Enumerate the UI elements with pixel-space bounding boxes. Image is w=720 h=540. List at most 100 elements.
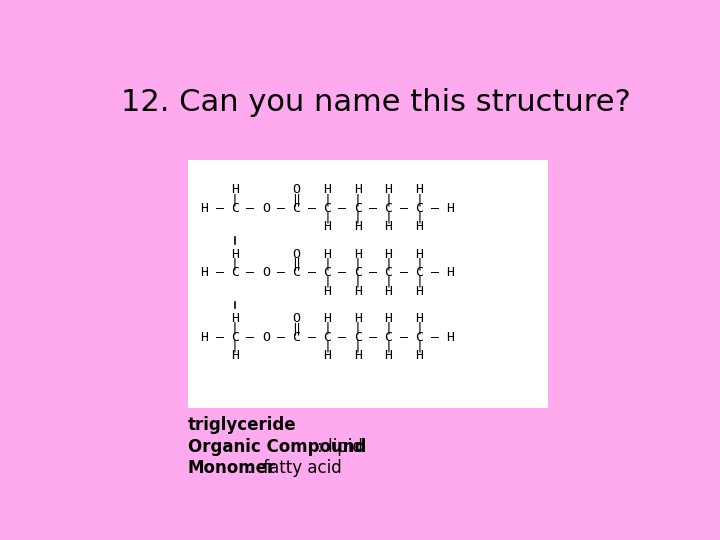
- Text: —: —: [400, 202, 408, 215]
- Text: —: —: [277, 266, 285, 279]
- Text: |: |: [415, 193, 423, 206]
- Text: H: H: [323, 184, 331, 197]
- Text: |: |: [354, 193, 362, 206]
- Text: H: H: [231, 349, 239, 362]
- Text: C: C: [415, 202, 423, 215]
- Text: H: H: [323, 248, 331, 261]
- Text: C: C: [292, 266, 300, 279]
- Text: H: H: [446, 202, 454, 215]
- Text: —: —: [308, 202, 316, 215]
- Text: H: H: [384, 184, 392, 197]
- Text: 12. Can you name this structure?: 12. Can you name this structure?: [121, 87, 631, 117]
- Text: H: H: [415, 184, 423, 197]
- Text: |: |: [384, 322, 392, 335]
- Text: ‖: ‖: [292, 322, 300, 335]
- Text: |: |: [323, 258, 331, 271]
- Text: C: C: [292, 202, 300, 215]
- Text: H: H: [415, 220, 423, 233]
- Text: C: C: [323, 266, 331, 279]
- Text: —: —: [400, 266, 408, 279]
- Text: —: —: [246, 330, 254, 343]
- Text: H: H: [384, 285, 392, 298]
- Text: |: |: [354, 339, 362, 353]
- Text: |: |: [384, 339, 392, 353]
- Text: |: |: [384, 275, 392, 288]
- Text: H: H: [354, 349, 362, 362]
- Text: H: H: [384, 220, 392, 233]
- Text: H: H: [323, 312, 331, 325]
- Text: C: C: [384, 202, 392, 215]
- Text: C: C: [384, 330, 392, 343]
- Text: H: H: [354, 220, 362, 233]
- Text: H: H: [354, 184, 362, 197]
- Text: Organic Compound: Organic Compound: [188, 438, 366, 456]
- Text: H: H: [384, 349, 392, 362]
- Text: triglyceride: triglyceride: [188, 416, 296, 434]
- Text: H: H: [446, 266, 454, 279]
- Text: Monomer: Monomer: [188, 460, 276, 477]
- Text: —: —: [308, 266, 316, 279]
- Text: —: —: [338, 202, 346, 215]
- Text: C: C: [231, 330, 239, 343]
- FancyBboxPatch shape: [188, 160, 548, 408]
- Text: C: C: [323, 330, 331, 343]
- Text: :  fatty acid: : fatty acid: [248, 460, 342, 477]
- Text: |: |: [354, 211, 362, 224]
- Text: —: —: [216, 202, 224, 215]
- Text: H: H: [415, 312, 423, 325]
- Text: |: |: [354, 258, 362, 271]
- Text: H: H: [415, 285, 423, 298]
- Text: : lipid: : lipid: [317, 438, 363, 456]
- Text: |: |: [323, 193, 331, 206]
- Text: —: —: [431, 330, 438, 343]
- Text: C: C: [354, 202, 362, 215]
- Text: —: —: [308, 330, 316, 343]
- Text: |: |: [231, 193, 239, 206]
- Text: O: O: [262, 266, 270, 279]
- Text: C: C: [415, 266, 423, 279]
- Text: O: O: [292, 248, 300, 261]
- Text: —: —: [338, 330, 346, 343]
- Text: H: H: [415, 248, 423, 261]
- Text: |: |: [384, 211, 392, 224]
- Text: |: |: [354, 275, 362, 288]
- Text: —: —: [431, 202, 438, 215]
- Text: H: H: [200, 266, 208, 279]
- Text: —: —: [216, 330, 224, 343]
- Text: C: C: [384, 266, 392, 279]
- Text: |: |: [384, 193, 392, 206]
- Text: —: —: [246, 266, 254, 279]
- Text: C: C: [354, 330, 362, 343]
- Text: |: |: [354, 322, 362, 335]
- Text: H: H: [415, 349, 423, 362]
- Text: H: H: [384, 312, 392, 325]
- Text: C: C: [323, 202, 331, 215]
- Text: H: H: [323, 220, 331, 233]
- Text: H: H: [323, 349, 331, 362]
- Text: |: |: [323, 275, 331, 288]
- Text: —: —: [277, 202, 285, 215]
- Text: C: C: [292, 330, 300, 343]
- Text: H: H: [231, 248, 239, 261]
- Text: H: H: [354, 312, 362, 325]
- Text: O: O: [262, 202, 270, 215]
- Text: |: |: [415, 339, 423, 353]
- Text: O: O: [292, 312, 300, 325]
- Text: —: —: [431, 266, 438, 279]
- Text: —: —: [369, 202, 377, 215]
- Text: H: H: [384, 248, 392, 261]
- Text: —: —: [246, 202, 254, 215]
- Text: H: H: [323, 285, 331, 298]
- Text: |: |: [415, 275, 423, 288]
- Text: H: H: [231, 184, 239, 197]
- Text: —: —: [400, 330, 408, 343]
- Text: |: |: [323, 322, 331, 335]
- Text: |: |: [415, 258, 423, 271]
- Text: —: —: [216, 266, 224, 279]
- Text: H: H: [200, 330, 208, 343]
- Text: C: C: [231, 202, 239, 215]
- Text: C: C: [231, 266, 239, 279]
- Text: |: |: [415, 211, 423, 224]
- Text: —: —: [369, 330, 377, 343]
- Text: O: O: [292, 184, 300, 197]
